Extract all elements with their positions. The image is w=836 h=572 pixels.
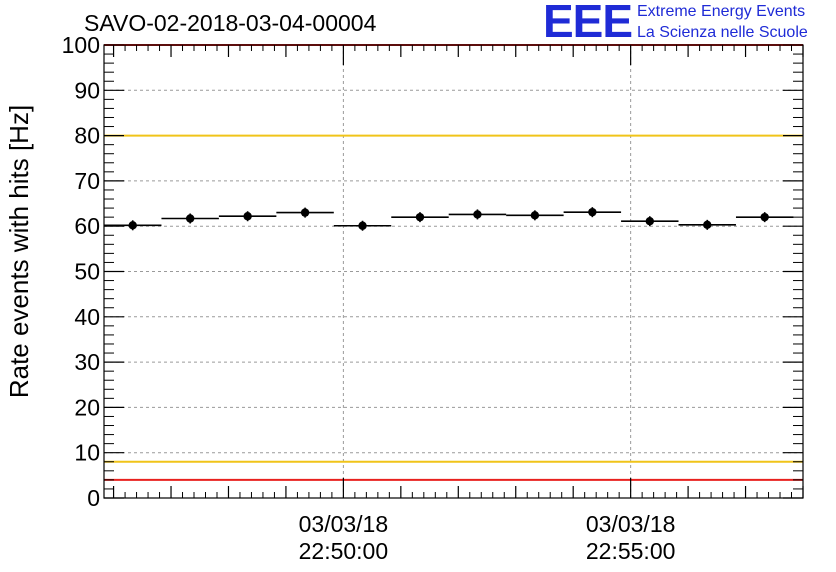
marker [760,212,769,222]
data-point [506,210,564,221]
marker [588,207,597,217]
marker [358,221,367,230]
grid-layer [104,45,803,498]
y-tick-label: 20 [74,394,100,420]
y-tick-label: 40 [74,304,100,330]
y-tick-label: 50 [74,259,100,285]
logo-line-extreme-energy-events: Extreme Energy Events [637,3,806,20]
x-tick-label-date: 03/03/18 [299,511,389,537]
eee-logo: EEE [543,0,633,47]
marker [243,212,252,221]
reference-lines [104,44,803,481]
data-point [563,207,622,218]
y-axis-title: Rate events with hits [Hz] [4,105,34,398]
y-tick-label: 100 [62,32,100,58]
marker [128,221,137,230]
marker [300,208,310,217]
y-tick-label: 0 [87,485,100,511]
logo-line-scienza-scuole: La Scienza nelle Scuole [637,24,808,41]
marker [703,220,712,230]
data-point [333,220,392,231]
data-point [621,216,679,227]
y-tick-label: 10 [74,440,100,466]
tick-labels: 010203040506070809010003/03/1822:50:0003… [62,32,676,564]
y-tick-label: 30 [74,349,100,375]
data-point [391,212,449,223]
x-tick-label-time: 22:50:00 [299,538,389,564]
data-points [104,207,794,231]
data-point [678,219,736,230]
marker [645,217,654,226]
x-tick-label-time: 22:55:00 [586,538,676,564]
data-point [735,212,794,223]
data-point [218,211,277,222]
marker [530,211,540,220]
data-point [276,207,334,218]
axis-ticks [104,44,804,499]
y-tick-label: 70 [74,168,100,194]
marker [185,214,195,223]
data-point [104,220,162,231]
data-point [448,209,507,220]
y-tick-label: 80 [74,123,100,149]
y-tick-label: 60 [74,213,100,239]
marker [415,212,425,222]
y-tick-label: 90 [74,77,100,103]
x-tick-label-date: 03/03/18 [586,511,676,537]
chart-title: SAVO-02-2018-03-04-00004 [84,10,377,36]
data-point [161,213,219,224]
marker [473,210,482,219]
